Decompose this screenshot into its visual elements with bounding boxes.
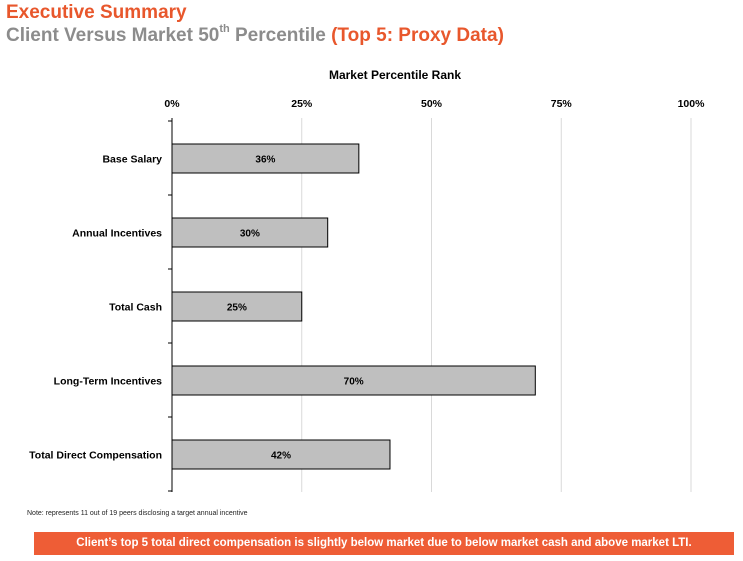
subtitle-rest: Percentile <box>229 25 332 46</box>
footnote: Note: represents 11 out of 19 peers disc… <box>27 510 248 517</box>
summary-banner: Client’s top 5 total direct compensation… <box>34 532 734 555</box>
bar <box>171 439 391 470</box>
gridlines <box>301 118 692 492</box>
x-tick-label: 25% <box>291 98 313 110</box>
x-tick-label: 50% <box>421 98 443 110</box>
x-tick-label: 75% <box>551 98 573 110</box>
chart-title: Market Percentile Rank <box>329 68 461 82</box>
subtitle-main: Client Versus Market 50 <box>6 25 220 46</box>
subtitle-accent: (Top 5: Proxy Data) <box>331 25 504 46</box>
page-title: Executive Summary <box>6 2 187 23</box>
page-subtitle: Client Versus Market 50th Percentile (To… <box>6 23 504 47</box>
category-label: Annual Incentives <box>72 228 162 240</box>
x-tick-label: 100% <box>678 98 706 110</box>
data-label: 42% <box>271 451 291 462</box>
x-tick-labels: 0% 25% 50% 75% 100% <box>164 98 705 110</box>
data-label: 25% <box>227 303 247 314</box>
bar <box>171 143 360 174</box>
data-label: 30% <box>240 229 260 240</box>
bar <box>171 217 329 248</box>
bar <box>171 365 536 396</box>
data-label: 70% <box>344 377 364 388</box>
y-axis <box>168 118 173 492</box>
x-tick-label: 0% <box>164 98 180 110</box>
category-labels: Base Salary Annual Incentives Total Cash Lo… <box>29 154 162 462</box>
category-label: Long-Term Incentives <box>54 376 162 388</box>
category-label: Base Salary <box>102 154 162 166</box>
subtitle-superscript: th <box>219 23 230 35</box>
category-label: Total Cash <box>109 302 162 314</box>
bars <box>171 143 536 470</box>
data-label: 36% <box>255 155 275 166</box>
data-labels: 36% 30% 25% 70% 42% <box>227 155 364 462</box>
bar <box>171 291 303 322</box>
category-label: Total Direct Compensation <box>29 450 162 462</box>
